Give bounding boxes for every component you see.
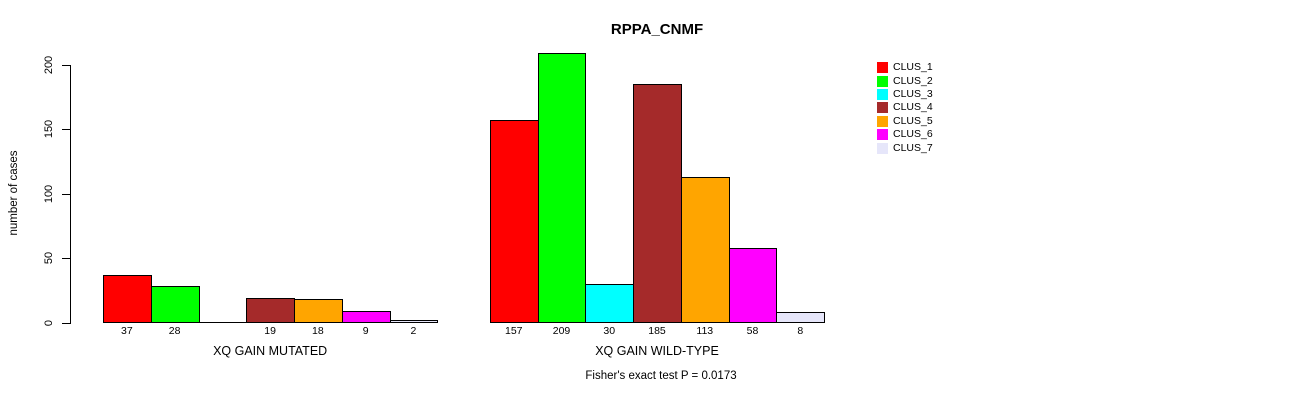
legend-swatch — [877, 88, 888, 100]
chart-title: RPPA_CNMF — [610, 21, 704, 38]
bar-clus_4 — [246, 297, 295, 323]
y-tick-label: 100 — [43, 184, 55, 203]
group-label: XQ GAIN WILD-TYPE — [595, 344, 719, 358]
bar-clus_7 — [776, 312, 826, 323]
bar-clus_1 — [103, 274, 152, 323]
legend-label: CLUS_7 — [893, 141, 933, 154]
bar-value-label: 37 — [121, 325, 133, 337]
bar-value-label: 9 — [362, 325, 369, 337]
legend-item: CLUS_5 — [877, 115, 933, 128]
legend-item: CLUS_7 — [877, 141, 933, 154]
bar-value-label: 209 — [552, 325, 571, 337]
legend-label: CLUS_2 — [893, 74, 933, 87]
y-tick — [62, 322, 70, 324]
legend-swatch — [877, 115, 888, 127]
bar-clus_3 — [585, 283, 635, 323]
bar-clus_2 — [150, 286, 200, 323]
bar-value-label: 30 — [603, 325, 616, 337]
y-axis-title: number of cases — [8, 150, 20, 236]
legend-swatch — [877, 75, 888, 87]
legend-swatch — [877, 62, 888, 74]
legend-label: CLUS_3 — [893, 87, 933, 100]
legend-label: CLUS_5 — [893, 114, 933, 127]
bar-clus_4 — [633, 83, 682, 323]
legend-item: CLUS_3 — [877, 88, 933, 101]
y-tick-label: 0 — [43, 319, 55, 326]
legend-swatch — [877, 129, 888, 141]
y-tick — [62, 64, 70, 66]
group-label: XQ GAIN MUTATED — [213, 344, 328, 358]
bar-value-label: 185 — [648, 325, 666, 337]
bar-value-label: 2 — [410, 325, 417, 337]
legend-item: CLUS_4 — [877, 101, 933, 114]
legend-label: CLUS_6 — [893, 128, 933, 141]
legend-swatch — [877, 102, 888, 114]
bar-value-label: 113 — [696, 325, 714, 337]
bar-clus_5 — [294, 299, 343, 323]
bar-value-label: 19 — [264, 325, 276, 337]
y-tick — [62, 129, 70, 130]
legend-swatch — [877, 142, 888, 154]
y-axis-line — [70, 64, 71, 324]
bar-value-label: 58 — [746, 325, 759, 337]
bar-clus_1 — [489, 119, 539, 323]
bar-clus_6 — [341, 310, 391, 323]
y-tick — [62, 258, 70, 259]
bar-value-label: 157 — [505, 325, 523, 337]
bar-clus_2 — [537, 52, 587, 323]
legend-label: CLUS_1 — [893, 61, 933, 74]
legend-item: CLUS_2 — [877, 74, 933, 87]
bar-clus_7 — [389, 319, 439, 323]
y-tick-label: 150 — [43, 119, 55, 139]
bar-value-label: 18 — [312, 325, 324, 337]
bar-value-label: 28 — [168, 325, 181, 337]
bar-clus_5 — [680, 176, 730, 323]
legend-label: CLUS_4 — [893, 101, 933, 114]
bar-value-label: 8 — [797, 325, 804, 337]
legend: CLUS_1 CLUS_2 CLUS_3 CLUS_4 CLUS_5 CLUS_6 CLUS… — [877, 61, 933, 155]
bar-clus_6 — [728, 247, 778, 323]
y-tick-label: 200 — [43, 55, 55, 74]
y-tick-label: 50 — [43, 251, 55, 265]
legend-item: CLUS_6 — [877, 128, 933, 141]
legend-item: CLUS_1 — [877, 61, 933, 74]
caption-fisher-test: Fisher's exact test P = 0.0173 — [585, 370, 737, 382]
y-tick — [62, 193, 70, 195]
